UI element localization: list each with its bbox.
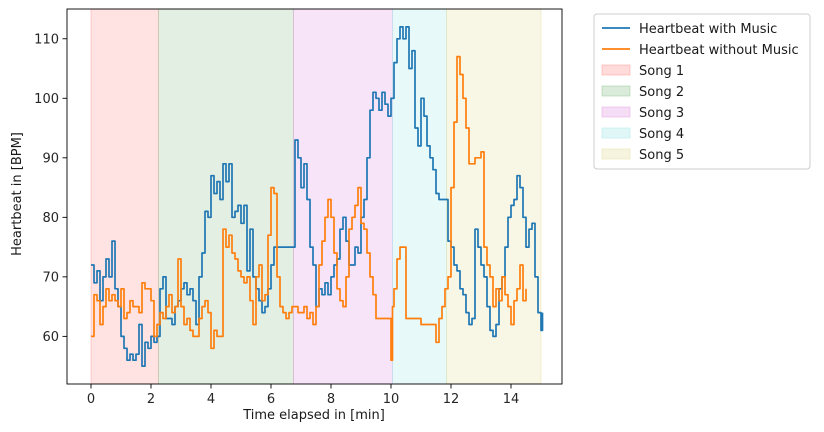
x-tick-label: 2: [147, 392, 155, 407]
legend-band-swatch: [601, 64, 631, 76]
song-bands: [90, 8, 542, 385]
legend-label: Song 3: [639, 106, 684, 121]
y-tick-label: 100: [34, 92, 59, 107]
legend-band-swatch: [601, 85, 631, 97]
y-axis: 60 70 80 90 100 110: [34, 32, 67, 345]
y-tick-label: 70: [42, 270, 59, 285]
legend: Heartbeat with Music Heartbeat without Mu…: [593, 13, 811, 170]
band-song-3: [293, 8, 393, 385]
x-tick-label: 4: [207, 392, 215, 407]
legend-box: [593, 13, 811, 170]
y-tick-label: 80: [42, 211, 59, 226]
legend-band-swatch: [601, 106, 631, 118]
legend-label: Heartbeat without Music: [639, 43, 799, 58]
legend-label: Song 2: [639, 85, 684, 100]
legend-label: Heartbeat with Music: [639, 22, 777, 37]
band-song-4: [392, 8, 447, 385]
x-axis: 0 2 4 6 8 10 12 14: [87, 384, 519, 407]
x-tick-label: 8: [327, 392, 335, 407]
y-tick-label: 90: [42, 151, 59, 166]
series-line-1: [91, 26, 544, 367]
x-tick-label: 6: [267, 392, 275, 407]
legend-label: Song 1: [639, 64, 684, 79]
legend-band-swatch: [601, 148, 631, 160]
legend-label: Song 4: [639, 127, 684, 142]
x-axis-label: Time elapsed in [min]: [242, 408, 385, 423]
x-tick-label: 12: [443, 392, 460, 407]
y-tick-label: 110: [34, 32, 59, 47]
band-song-2: [158, 8, 294, 385]
band-song-5: [446, 8, 542, 385]
x-tick-label: 14: [503, 392, 520, 407]
x-tick-label: 0: [87, 392, 95, 407]
x-tick-label: 10: [383, 392, 400, 407]
series-line-2: [91, 55, 527, 362]
plot-frame: [66, 8, 563, 385]
legend-label: Song 5: [639, 148, 684, 163]
y-tick-label: 60: [42, 330, 59, 345]
series-lines: [91, 26, 544, 367]
band-song-1: [90, 8, 159, 385]
legend-band-swatch: [601, 127, 631, 139]
y-axis-label: Heartbeat in [BPM]: [10, 132, 25, 256]
